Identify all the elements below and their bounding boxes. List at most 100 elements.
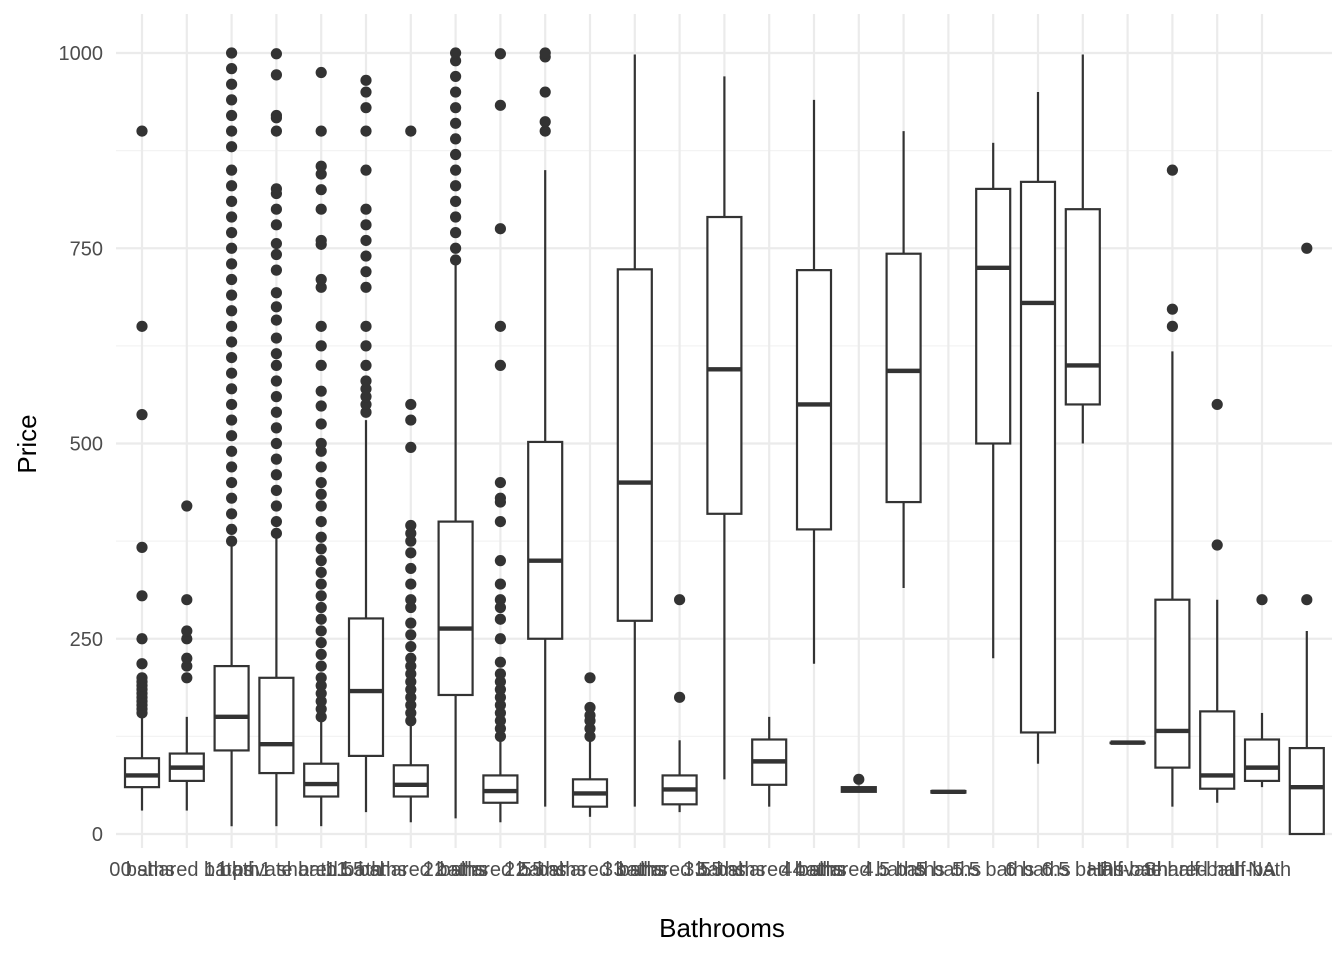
- outlier-point: [181, 633, 193, 645]
- y-tick-labels: 0 250 500 750 1000: [59, 43, 104, 846]
- outlier-point: [315, 437, 327, 450]
- outlier-point: [405, 547, 417, 559]
- outlier-point: [226, 476, 238, 489]
- outlier-point: [315, 385, 327, 397]
- outlier-point: [315, 184, 327, 196]
- outlier-point: [270, 125, 282, 137]
- outlier-point: [450, 164, 462, 176]
- outlier-point: [226, 47, 238, 59]
- outlier-point: [270, 183, 282, 195]
- outlier-point: [315, 590, 327, 602]
- outlier-point: [136, 590, 148, 602]
- outlier-point: [360, 391, 372, 403]
- box-iqr: [347, 617, 385, 757]
- x-tick-label: 3.5 baths: [683, 859, 765, 881]
- outlier-point: [315, 531, 327, 543]
- x-tick-label: 5 baths: [916, 859, 982, 881]
- outlier-point: [494, 730, 506, 742]
- outlier-point: [270, 219, 282, 231]
- x-tick-label: 1.5 baths: [325, 859, 407, 881]
- x-tick-label: 0 baths: [109, 859, 175, 881]
- outlier-point: [226, 535, 238, 547]
- outlier-point: [405, 715, 417, 727]
- outlier-point: [450, 254, 462, 266]
- outlier-point: [360, 164, 372, 176]
- box-group: [975, 142, 1012, 659]
- outlier-point: [270, 469, 282, 481]
- x-tick-label: Half-bath: [1087, 859, 1168, 881]
- outlier-point: [494, 99, 506, 111]
- outlier-point: [226, 351, 238, 364]
- outlier-point: [360, 281, 372, 293]
- outlier-point: [494, 722, 506, 735]
- outlier-point: [494, 223, 506, 235]
- outlier-point: [226, 141, 238, 153]
- outlier-point: [226, 430, 238, 442]
- x-tick-label: 1 shared bath: [260, 859, 382, 881]
- outlier-point: [360, 359, 372, 371]
- outlier-point: [270, 203, 282, 215]
- outlier-point: [405, 594, 417, 606]
- outlier-point: [405, 441, 417, 454]
- outlier-point: [360, 398, 372, 411]
- outlier-point: [450, 211, 462, 223]
- outlier-point: [584, 672, 596, 684]
- box-group: [482, 48, 519, 823]
- box-iqr: [1243, 738, 1281, 782]
- outlier-point: [226, 523, 238, 536]
- box-group: [1243, 594, 1281, 788]
- outlier-point: [494, 48, 506, 60]
- outlier-point: [226, 273, 238, 286]
- outlier-point: [315, 516, 327, 528]
- outlier-point: [270, 69, 282, 81]
- box-group: [168, 500, 205, 811]
- outlier-point: [450, 70, 462, 83]
- outlier-point: [405, 640, 417, 653]
- outlier-point: [494, 668, 506, 680]
- box-group: [123, 125, 161, 811]
- outlier-point: [1211, 539, 1223, 551]
- box-iqr: [885, 252, 922, 504]
- outlier-point: [494, 613, 506, 625]
- box-iqr: [303, 762, 340, 798]
- outlier-point: [226, 445, 238, 457]
- outlier-point: [315, 273, 327, 286]
- x-tick-label: 4 baths: [781, 859, 847, 881]
- x-tick-label: 2 baths: [423, 859, 489, 881]
- outlier-point: [494, 555, 506, 567]
- outlier-point: [136, 672, 148, 684]
- outlier-point: [405, 676, 417, 688]
- outlier-point: [405, 527, 417, 539]
- outlier-point: [270, 264, 282, 276]
- outlier-point: [226, 211, 238, 223]
- outlier-point: [315, 445, 327, 457]
- outlier-point: [270, 237, 282, 250]
- outlier-point: [315, 555, 327, 567]
- x-axis-title: Bathrooms: [659, 913, 785, 943]
- outlier-point: [584, 730, 596, 742]
- outlier-point: [450, 195, 462, 207]
- outlier-point: [360, 406, 372, 418]
- outlier-point: [450, 242, 462, 254]
- x-tick-label: 5.5 baths: [952, 859, 1034, 881]
- outlier-point: [181, 594, 193, 606]
- outlier-point: [360, 125, 372, 137]
- outlier-point: [405, 660, 417, 672]
- outlier-point: [405, 535, 417, 547]
- outlier-point: [494, 707, 506, 719]
- box-group: [527, 47, 564, 807]
- outlier-point: [270, 314, 282, 326]
- outlier-point: [315, 687, 327, 700]
- outlier-point: [315, 320, 327, 332]
- outlier-point: [360, 203, 372, 215]
- outlier-point: [494, 320, 506, 332]
- outlier-point: [226, 125, 238, 137]
- outlier-point: [315, 203, 327, 215]
- boxes-layer: [123, 47, 1325, 836]
- outlier-point: [405, 519, 417, 532]
- outlier-point: [270, 375, 282, 387]
- outlier-point: [494, 594, 506, 606]
